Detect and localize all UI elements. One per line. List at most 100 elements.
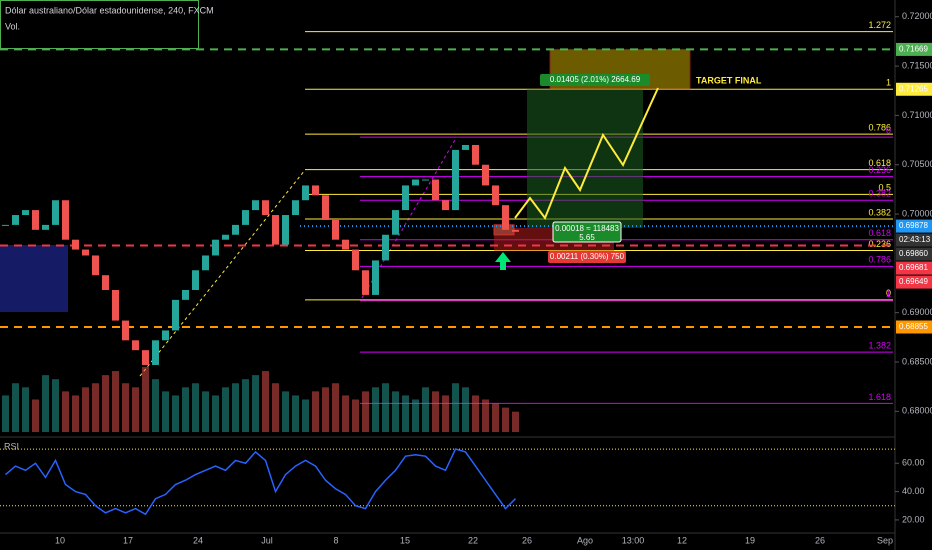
position-box-bg bbox=[552, 221, 622, 243]
candle bbox=[402, 185, 409, 211]
fib-label: 0.786 bbox=[868, 123, 891, 133]
fib-label: 0.236 bbox=[868, 239, 891, 249]
volume-bar bbox=[92, 383, 99, 432]
candle bbox=[92, 255, 99, 276]
candle bbox=[262, 200, 269, 216]
candle bbox=[422, 179, 429, 181]
price-tag bbox=[896, 233, 932, 247]
candle bbox=[432, 179, 439, 201]
volume-bar bbox=[352, 399, 359, 432]
x-tick-label: Ago bbox=[577, 535, 593, 545]
rsi-line bbox=[5, 448, 517, 516]
volume-bar bbox=[392, 391, 399, 432]
volume-bar bbox=[342, 395, 349, 432]
candle bbox=[362, 270, 369, 295]
stop-text: 0.00211 (0.30%) 750 bbox=[550, 252, 625, 261]
price-tag-label: 0.69860 bbox=[899, 249, 928, 258]
candle bbox=[122, 320, 129, 341]
candle bbox=[252, 200, 259, 211]
candle bbox=[202, 255, 209, 271]
candle bbox=[192, 270, 199, 290]
x-tick-label: 17 bbox=[123, 535, 133, 545]
candle bbox=[82, 249, 89, 256]
trend-line bbox=[139, 169, 306, 377]
price-tag bbox=[896, 42, 932, 56]
x-tick-label: 24 bbox=[193, 535, 203, 545]
fib-label: 1 bbox=[886, 289, 891, 299]
profit-zone bbox=[527, 89, 643, 228]
x-tick-label: 13:00 bbox=[622, 535, 645, 545]
volume-bar bbox=[232, 383, 239, 432]
candle bbox=[72, 239, 79, 250]
price-tag bbox=[896, 261, 932, 275]
fib-label: 0.618 bbox=[868, 228, 891, 238]
volume-bar bbox=[252, 375, 259, 432]
volume-bar bbox=[142, 367, 149, 432]
y-tick-label: 0.71000 bbox=[902, 110, 932, 120]
price-tag-label: 0.69681 bbox=[899, 263, 928, 272]
x-tick-label: 10 bbox=[55, 535, 65, 545]
volume-bar bbox=[222, 387, 229, 432]
volume-bar bbox=[322, 387, 329, 432]
candle bbox=[352, 249, 359, 271]
x-tick-label: 26 bbox=[815, 535, 825, 545]
candle bbox=[42, 224, 49, 230]
fib-label: 0.5 bbox=[878, 183, 891, 193]
candle bbox=[322, 195, 329, 220]
volume-bar bbox=[472, 395, 479, 432]
fib-label: 1.382 bbox=[868, 341, 891, 351]
candle bbox=[282, 215, 289, 245]
candle bbox=[212, 239, 219, 256]
candle bbox=[132, 340, 139, 351]
candle bbox=[272, 215, 279, 245]
fib-label: 0 bbox=[886, 125, 891, 135]
volume-bar bbox=[282, 391, 289, 432]
fib-label: 1.272 bbox=[868, 20, 891, 30]
candle bbox=[162, 330, 169, 341]
candle bbox=[2, 224, 9, 226]
price-tag-label: 0.69878 bbox=[899, 221, 928, 230]
volume-bar bbox=[152, 379, 159, 432]
rsi-tick-label: 40.00 bbox=[902, 486, 925, 496]
candle bbox=[102, 275, 109, 290]
rsi-tick-label: 60.00 bbox=[902, 458, 925, 468]
volume-bar bbox=[122, 383, 129, 432]
price-tag bbox=[896, 82, 932, 96]
x-tick-label: Jul bbox=[261, 535, 273, 545]
candle bbox=[22, 210, 29, 216]
volume-bar bbox=[112, 371, 119, 432]
candle bbox=[142, 350, 149, 365]
volume-bar bbox=[492, 403, 499, 432]
volume-bar bbox=[432, 391, 439, 432]
y-tick-label: 0.70500 bbox=[902, 159, 932, 169]
candle bbox=[152, 340, 159, 365]
y-tick-label: 0.68500 bbox=[902, 356, 932, 366]
x-tick-label: 15 bbox=[400, 535, 410, 545]
candle bbox=[412, 179, 419, 186]
volume-bar bbox=[412, 399, 419, 432]
volume-bar bbox=[22, 387, 29, 432]
volume-bar bbox=[442, 395, 449, 432]
y-tick-label: 0.69000 bbox=[902, 307, 932, 317]
candle bbox=[242, 210, 249, 225]
candle bbox=[222, 234, 229, 240]
volume-bar bbox=[72, 395, 79, 432]
candle bbox=[482, 164, 489, 186]
volume-bar bbox=[272, 383, 279, 432]
up-arrow bbox=[495, 252, 511, 270]
volume-bar bbox=[172, 395, 179, 432]
fib-label: 0.382 bbox=[868, 207, 891, 217]
price-tag bbox=[896, 275, 932, 289]
volume-bar bbox=[242, 379, 249, 432]
volume-bar bbox=[192, 383, 199, 432]
price-tag bbox=[896, 247, 932, 261]
target-box-bg bbox=[540, 74, 650, 86]
candle bbox=[392, 210, 399, 235]
candle bbox=[62, 200, 69, 240]
x-tick-label: 22 bbox=[468, 535, 478, 545]
volume-bar bbox=[132, 387, 139, 432]
target-label: TARGET FINAL bbox=[696, 75, 762, 85]
price-tag-label: 02:43:13 bbox=[899, 235, 931, 244]
volume-bar bbox=[482, 399, 489, 432]
